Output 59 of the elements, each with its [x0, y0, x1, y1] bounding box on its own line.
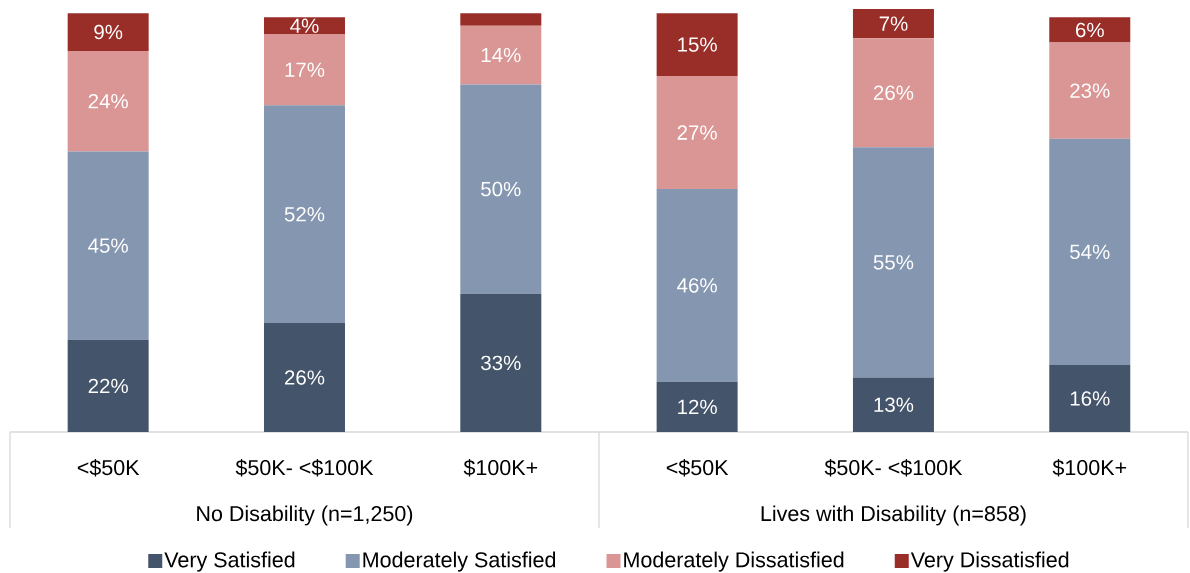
bar: [1049, 138, 1131, 365]
x-tick-label: $100K+: [1052, 459, 1127, 477]
bar: [263, 323, 345, 432]
data-label: 9%: [94, 24, 123, 40]
data-label: 26%: [285, 370, 325, 385]
bar: [460, 25, 542, 85]
bar: [852, 147, 934, 378]
data-label: 12%: [678, 399, 717, 415]
data-label: 54%: [1070, 244, 1110, 260]
x-tick-label: <$50K: [77, 459, 140, 477]
bar: [852, 38, 934, 148]
data-label: 33%: [481, 355, 521, 371]
data-label: 15%: [678, 37, 717, 52]
data-label: 7%: [879, 16, 908, 31]
data-label: 24%: [88, 93, 128, 109]
x-tick-label: $50K- <$100K: [824, 459, 963, 477]
data-label: 46%: [677, 278, 717, 293]
bar: [1049, 42, 1131, 139]
bar: [852, 8, 934, 39]
x-tick-label: <$50K: [666, 459, 729, 477]
bar: [1049, 364, 1131, 432]
bar: [67, 151, 149, 340]
x-tick-label: $100K+: [463, 459, 538, 477]
data-label: 50%: [481, 181, 521, 197]
data-label: 6%: [1075, 22, 1104, 38]
bar: [460, 293, 542, 432]
bar: [67, 50, 149, 152]
bar: [656, 189, 738, 382]
x-tick-label: $50K- <$100K: [235, 459, 374, 477]
data-label: 45%: [88, 238, 128, 253]
bar: [263, 17, 345, 35]
bar: [460, 13, 542, 26]
bar: [1049, 17, 1131, 43]
data-label: 16%: [1070, 391, 1110, 406]
bar: [263, 34, 345, 106]
bar: [656, 13, 738, 77]
data-label: 27%: [677, 125, 717, 140]
bar: [656, 381, 738, 432]
legend-label: Moderately Satisfied: [363, 551, 556, 572]
data-label: 55%: [873, 255, 914, 270]
data-label: 4%: [290, 18, 319, 33]
bar: [656, 76, 738, 190]
legend-label: Moderately Dissatisfied: [624, 551, 844, 572]
bar: [67, 339, 149, 432]
data-label: 17%: [285, 62, 325, 77]
data-label: 26%: [873, 85, 914, 101]
bar: [460, 84, 542, 294]
data-label: 52%: [284, 206, 325, 222]
bar: [67, 13, 149, 51]
text: No Disability (n=1,250): [197, 505, 413, 526]
bar: [852, 377, 934, 432]
data-label: 13%: [874, 397, 914, 413]
data-label: 22%: [88, 378, 128, 394]
data-label: 14%: [481, 47, 521, 63]
legend-label: Very Dissatisfied: [910, 551, 1069, 572]
text: Lives with Disability (n=858): [761, 505, 1026, 526]
bar: [263, 105, 345, 324]
legend-label: Very Satisfied: [164, 551, 295, 572]
data-label: 23%: [1070, 83, 1110, 98]
